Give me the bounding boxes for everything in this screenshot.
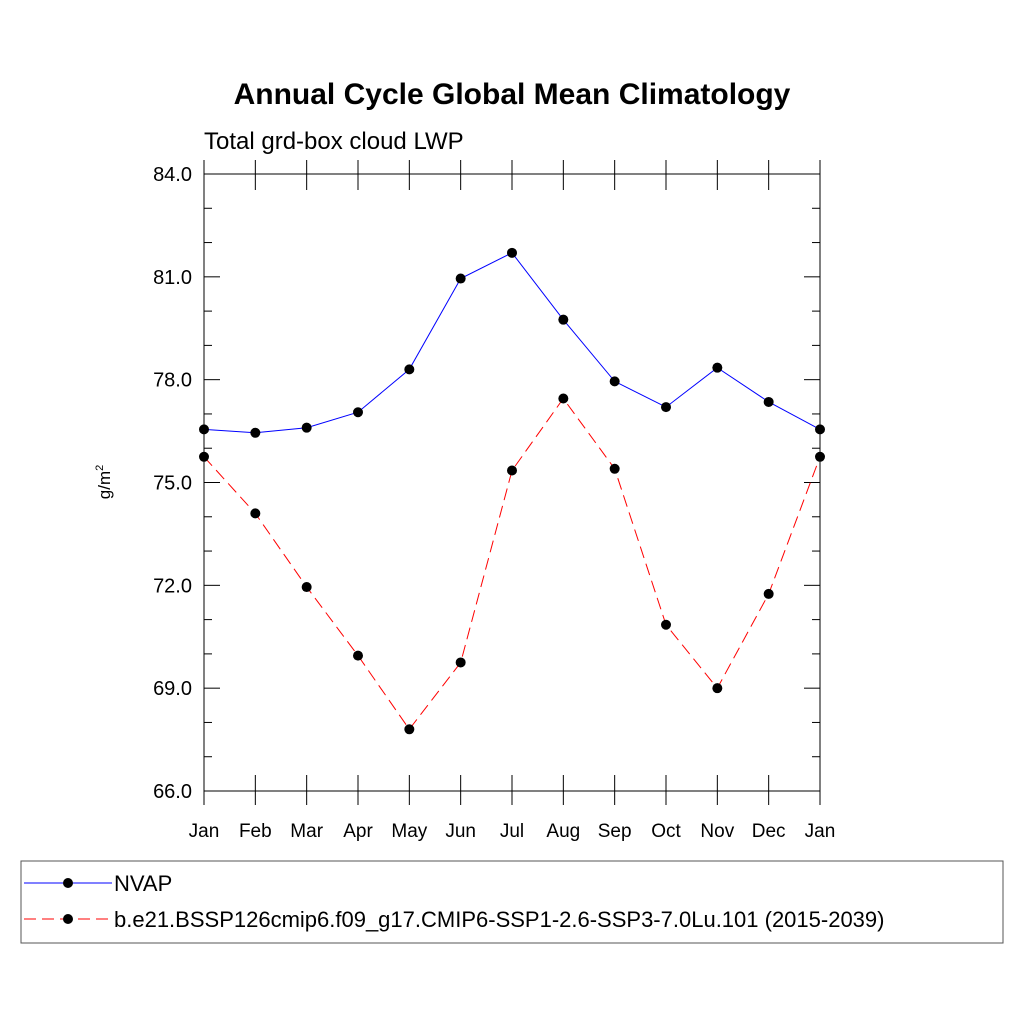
series-1-point bbox=[250, 427, 261, 438]
series-line-1 bbox=[203, 252, 821, 434]
y-axis-label: g/m2 bbox=[94, 465, 114, 499]
legend-marker-1 bbox=[63, 878, 73, 888]
series-1-point bbox=[404, 364, 415, 375]
series-2-point bbox=[712, 683, 723, 694]
y-tick-label: 81.0 bbox=[153, 267, 192, 289]
x-tick-label: Aug bbox=[546, 821, 580, 842]
series-1-point bbox=[455, 273, 466, 284]
svg-text:g/m2: g/m2 bbox=[94, 465, 114, 499]
series-1-point bbox=[558, 314, 569, 325]
y-tick-label: 78.0 bbox=[153, 370, 192, 392]
series-2-point bbox=[250, 508, 261, 519]
series-2-point bbox=[353, 650, 363, 661]
series-2-point bbox=[609, 463, 620, 474]
series-2-point bbox=[301, 582, 312, 593]
y-axis-label-superscript: 2 bbox=[94, 465, 106, 471]
y-tick-label: 84.0 bbox=[153, 164, 192, 186]
series-points bbox=[199, 247, 825, 735]
x-tick-label: Sep bbox=[598, 821, 632, 842]
series-1-point bbox=[353, 407, 363, 418]
legend: NVAP b.e21.BSSP126cmip6.f09_g17.CMIP6-SSP… bbox=[20, 860, 1004, 944]
plot-area-frame bbox=[203, 173, 821, 792]
x-tick-label: Oct bbox=[651, 821, 681, 842]
x-axis-tick-labels: Jan Feb Mar Apr May Jun Jul Aug Sep Oct Nov Dec Jan bbox=[189, 821, 836, 842]
series-2-point bbox=[507, 465, 517, 476]
x-tick-label: Feb bbox=[239, 821, 272, 842]
x-tick-label: Jul bbox=[500, 821, 524, 842]
x-tick-label: Dec bbox=[752, 821, 786, 842]
series-2-point bbox=[558, 393, 569, 404]
series-2-point bbox=[661, 619, 671, 630]
x-tick-label: Apr bbox=[343, 821, 373, 842]
series-lines bbox=[203, 252, 821, 731]
legend-box bbox=[20, 860, 1004, 944]
legend-label-2: b.e21.BSSP126cmip6.f09_g17.CMIP6-SSP1-2.… bbox=[114, 907, 884, 932]
series-2-point bbox=[455, 657, 466, 668]
x-tick-label: Nov bbox=[700, 821, 734, 842]
y-tick-label: 69.0 bbox=[153, 678, 192, 700]
chart-title: Annual Cycle Global Mean Climatology bbox=[234, 78, 791, 111]
x-tick-label: May bbox=[391, 821, 427, 842]
x-tick-label: Mar bbox=[290, 821, 323, 842]
y-tick-label: 72.0 bbox=[153, 575, 192, 597]
series-1-point bbox=[661, 402, 671, 413]
y-axis-tick-labels: 66.0 69.0 72.0 75.0 78.0 81.0 84.0 bbox=[153, 164, 192, 803]
series-line-2 bbox=[203, 397, 821, 731]
legend-marker-2 bbox=[63, 914, 73, 924]
series-1-point bbox=[712, 362, 723, 373]
chart-subtitle: Total grd-box cloud LWP bbox=[204, 128, 464, 155]
series-2-point bbox=[404, 724, 415, 735]
y-tick-label: 75.0 bbox=[153, 473, 192, 495]
y-tick-label: 66.0 bbox=[153, 781, 192, 803]
legend-label-1: NVAP bbox=[114, 871, 172, 896]
series-1-point bbox=[763, 396, 774, 407]
series-1-point bbox=[609, 376, 620, 387]
x-tick-label: Jan bbox=[189, 821, 220, 842]
x-tick-label: Jun bbox=[445, 821, 476, 842]
y-axis-label-text: g/m bbox=[95, 471, 114, 499]
series-1-point bbox=[301, 422, 312, 433]
series-1-point bbox=[507, 247, 517, 258]
x-tick-label: Jan bbox=[805, 821, 836, 842]
series-2-point bbox=[763, 588, 774, 599]
